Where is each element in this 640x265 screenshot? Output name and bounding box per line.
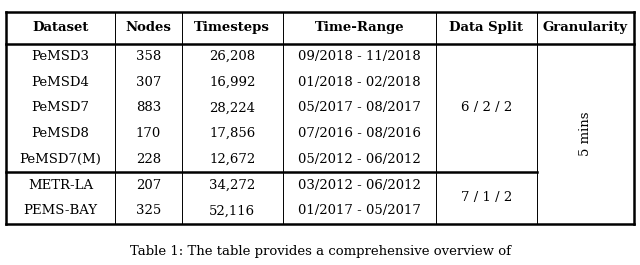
Text: PeMSD8: PeMSD8 <box>31 127 90 140</box>
Text: 228: 228 <box>136 153 161 166</box>
Text: METR-LA: METR-LA <box>28 179 93 192</box>
Text: 09/2018 - 11/2018: 09/2018 - 11/2018 <box>298 50 420 63</box>
Text: 17,856: 17,856 <box>209 127 255 140</box>
Text: 05/2012 - 06/2012: 05/2012 - 06/2012 <box>298 153 420 166</box>
Text: 358: 358 <box>136 50 161 63</box>
Text: 07/2016 - 08/2016: 07/2016 - 08/2016 <box>298 127 420 140</box>
Text: 16,992: 16,992 <box>209 76 255 89</box>
Text: 207: 207 <box>136 179 161 192</box>
Text: 5 mins: 5 mins <box>579 112 591 156</box>
Text: 170: 170 <box>136 127 161 140</box>
Text: Table 1: The table provides a comprehensive overview of: Table 1: The table provides a comprehens… <box>129 245 511 258</box>
Text: Data Split: Data Split <box>449 21 523 34</box>
Text: Nodes: Nodes <box>125 21 172 34</box>
Text: 01/2018 - 02/2018: 01/2018 - 02/2018 <box>298 76 420 89</box>
Text: PEMS-BAY: PEMS-BAY <box>24 204 97 217</box>
Text: 52,116: 52,116 <box>209 204 255 217</box>
Text: Time-Range: Time-Range <box>314 21 404 34</box>
Text: Dataset: Dataset <box>33 21 89 34</box>
Text: Granularity: Granularity <box>543 21 628 34</box>
Text: 03/2012 - 06/2012: 03/2012 - 06/2012 <box>298 179 420 192</box>
Text: 883: 883 <box>136 101 161 114</box>
Text: 7 / 1 / 2: 7 / 1 / 2 <box>461 191 512 205</box>
Text: 34,272: 34,272 <box>209 179 255 192</box>
Text: Timesteps: Timesteps <box>195 21 270 34</box>
Text: PeMSD7: PeMSD7 <box>31 101 90 114</box>
Text: 325: 325 <box>136 204 161 217</box>
Text: 01/2017 - 05/2017: 01/2017 - 05/2017 <box>298 204 420 217</box>
Text: 6 / 2 / 2: 6 / 2 / 2 <box>461 101 512 114</box>
Text: PeMSD7(M): PeMSD7(M) <box>20 153 102 166</box>
Text: 28,224: 28,224 <box>209 101 255 114</box>
Text: 307: 307 <box>136 76 161 89</box>
Text: PeMSD4: PeMSD4 <box>31 76 90 89</box>
Text: 12,672: 12,672 <box>209 153 255 166</box>
Text: 05/2017 - 08/2017: 05/2017 - 08/2017 <box>298 101 420 114</box>
Text: 26,208: 26,208 <box>209 50 255 63</box>
Text: PeMSD3: PeMSD3 <box>31 50 90 63</box>
